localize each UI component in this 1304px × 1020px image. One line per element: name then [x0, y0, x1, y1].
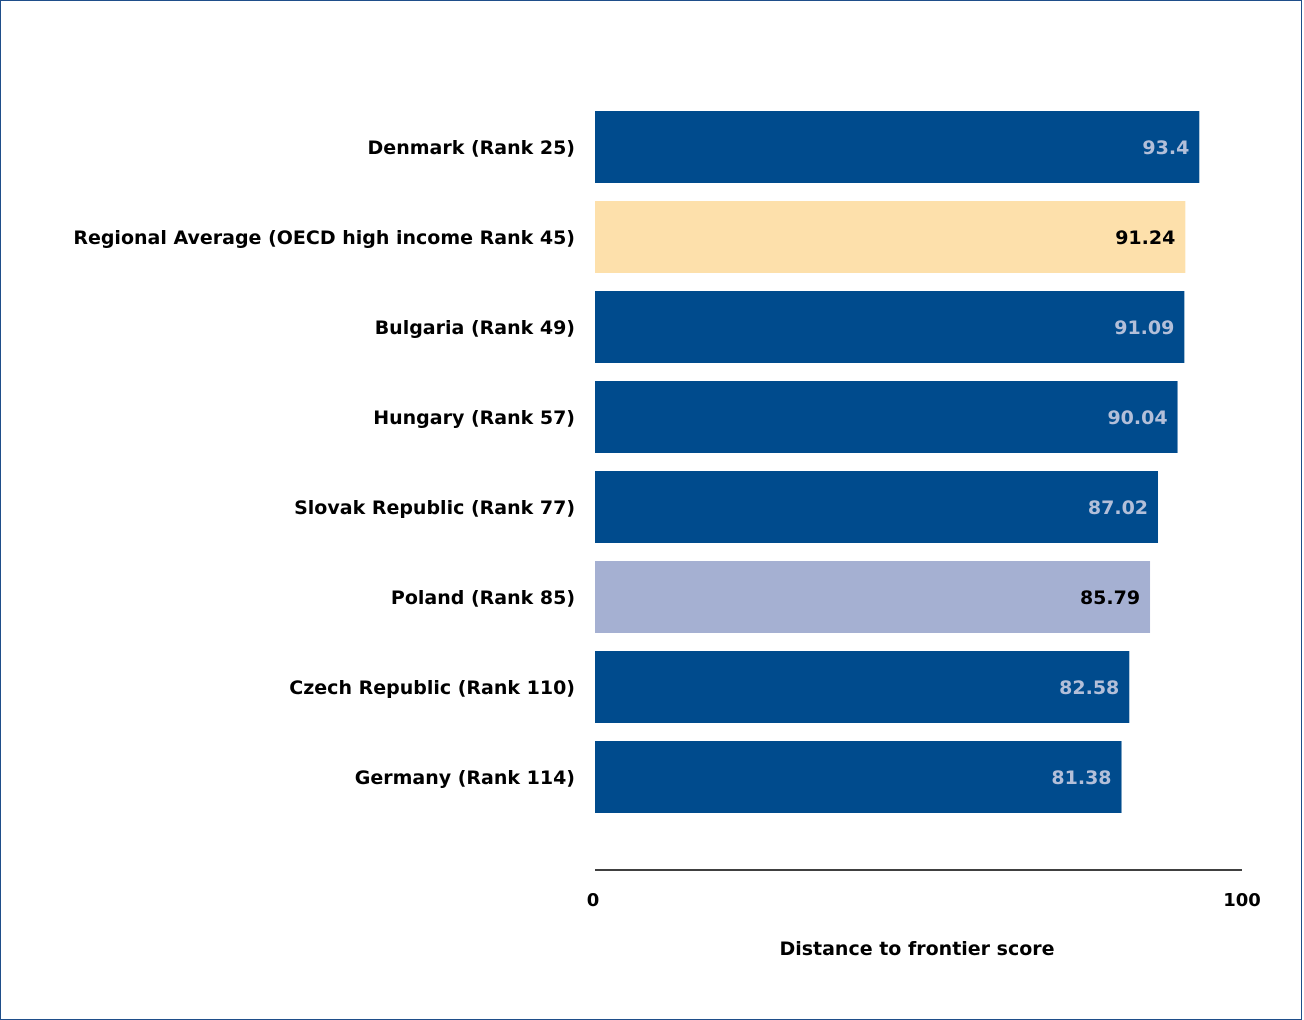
bar-7: [595, 741, 1122, 813]
category-label-5: Poland (Rank 85): [391, 587, 575, 609]
bar-0: [595, 111, 1200, 183]
value-label-3: 90.04: [1107, 407, 1167, 429]
value-label-7: 81.38: [1051, 767, 1111, 789]
bar-chart: Denmark (Rank 25) Regional Average (OECD …: [73, 111, 1261, 960]
category-label-1: Regional Average (OECD high income Rank …: [73, 227, 575, 249]
bar-6: [595, 651, 1130, 723]
value-labels: 93.4 91.24 91.09 90.04 87.02 85.79 82.58 81.38: [1051, 137, 1189, 789]
category-label-7: Germany (Rank 114): [355, 767, 575, 789]
value-label-0: 93.4: [1142, 137, 1189, 159]
bar-2: [595, 291, 1185, 363]
value-label-4: 87.02: [1088, 497, 1148, 519]
category-label-3: Hungary (Rank 57): [373, 407, 575, 429]
bar-3: [595, 381, 1178, 453]
value-label-6: 82.58: [1059, 677, 1119, 699]
bar-5: [595, 561, 1151, 633]
category-label-0: Denmark (Rank 25): [368, 137, 575, 159]
category-label-4: Slovak Republic (Rank 77): [294, 497, 575, 519]
x-axis-title: Distance to frontier score: [779, 938, 1054, 960]
category-labels: Denmark (Rank 25) Regional Average (OECD …: [73, 137, 575, 789]
category-label-2: Bulgaria (Rank 49): [375, 317, 575, 339]
x-tick-max: 100: [1223, 890, 1261, 911]
x-tick-min: 0: [587, 890, 600, 911]
value-label-2: 91.09: [1114, 317, 1174, 339]
bar-1: [595, 201, 1186, 273]
value-label-5: 85.79: [1080, 587, 1140, 609]
category-label-6: Czech Republic (Rank 110): [289, 677, 575, 699]
bars-group: [595, 111, 1200, 813]
value-label-1: 91.24: [1115, 227, 1175, 249]
bar-4: [595, 471, 1159, 543]
